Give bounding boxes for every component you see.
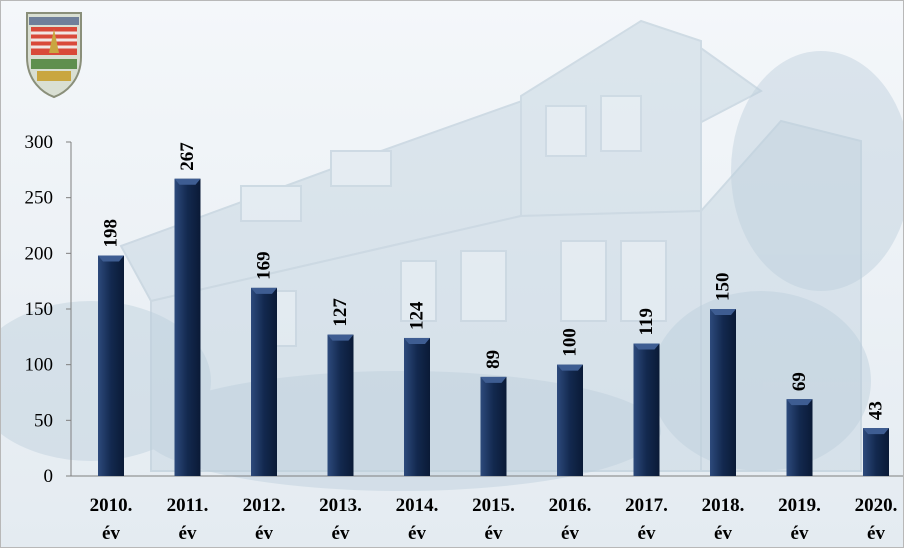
bar-bevel: [251, 287, 277, 294]
x-tick-label-year: 2014.: [396, 495, 439, 516]
data-labels: 198 267 169 127 124 89 100 119 150 69 43: [101, 142, 887, 420]
bar-bevel: [404, 337, 430, 344]
x-tick-label-year: 2019.: [778, 495, 821, 516]
data-label: 43: [866, 401, 887, 420]
y-tick-label: 150: [25, 299, 54, 320]
y-tick-label: 200: [25, 243, 54, 264]
x-tick-labels: 2010. év 2011. év 2012. év 2013. év 2014. év 2015.…: [90, 495, 898, 544]
bar-bevel: [786, 399, 813, 406]
bar-series: [98, 178, 889, 477]
bar: [480, 376, 507, 476]
x-tick-label-year: 2018.: [702, 495, 745, 516]
y-tick-label: 250: [25, 188, 54, 209]
x-tick-label-year: 2020.: [855, 495, 898, 516]
bar-bevel: [557, 364, 583, 371]
y-tick-labels: 0 50 100 150 200 250 300: [25, 132, 54, 487]
data-label: 89: [483, 350, 504, 369]
bar-bevel: [327, 334, 354, 341]
bar-bevel: [863, 428, 889, 435]
x-tick-label-year: 2010.: [90, 495, 133, 516]
x-tick-label-year: 2017.: [625, 495, 668, 516]
bar: [710, 309, 736, 476]
x-tick-label-unit: év: [561, 523, 579, 544]
x-tick-label-unit: év: [485, 523, 503, 544]
x-tick-label-unit: év: [179, 523, 197, 544]
coat-of-arms-logo: [26, 12, 82, 99]
y-tick-label: 50: [34, 410, 53, 431]
x-tick-label-year: 2015.: [472, 495, 515, 516]
bar-bevel: [174, 178, 201, 185]
data-label: 119: [636, 308, 657, 335]
x-tick-label-unit: év: [791, 523, 809, 544]
x-tick-label-unit: év: [638, 523, 656, 544]
bar: [557, 364, 583, 476]
x-tick-label-year: 2013.: [319, 495, 362, 516]
bar-bevel: [633, 343, 660, 350]
x-tick-label-unit: év: [255, 523, 273, 544]
data-label: 198: [101, 219, 122, 248]
bar-bevel: [710, 309, 736, 315]
bar: [327, 334, 354, 476]
bar: [251, 287, 277, 476]
x-tick-label-unit: év: [332, 523, 350, 544]
data-label: 100: [560, 328, 581, 357]
x-tick-label-unit: év: [714, 523, 732, 544]
data-label: 169: [254, 251, 275, 280]
x-tick-label-year: 2012.: [243, 495, 286, 516]
y-tick-label: 0: [44, 466, 54, 487]
x-tick-label-unit: év: [408, 523, 426, 544]
bar: [863, 428, 889, 476]
bar: [404, 337, 430, 476]
data-label: 69: [789, 372, 810, 391]
data-label: 267: [177, 142, 198, 171]
x-tick-label-unit: év: [102, 523, 120, 544]
data-label: 127: [330, 298, 351, 327]
data-label: 150: [713, 273, 734, 302]
data-label: 124: [407, 301, 428, 330]
bar: [633, 343, 660, 476]
bar-bevel: [98, 255, 124, 262]
bar-bevel: [480, 376, 507, 383]
x-tick-label-year: 2016.: [549, 495, 592, 516]
y-tick-label: 300: [25, 132, 54, 153]
bar: [98, 255, 124, 476]
x-tick-label-year: 2011.: [167, 495, 209, 516]
bar: [174, 178, 201, 477]
y-tick-label: 100: [25, 355, 54, 376]
x-tick-label-unit: év: [867, 523, 885, 544]
bar: [786, 399, 813, 476]
